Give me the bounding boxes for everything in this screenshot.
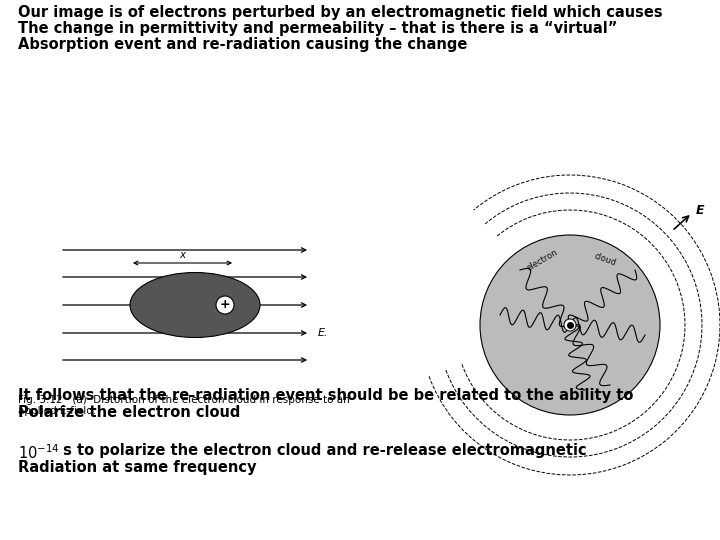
Text: +: + bbox=[220, 299, 230, 312]
Circle shape bbox=[564, 319, 576, 331]
Text: cloud: cloud bbox=[593, 252, 617, 268]
Text: It follows that the re-radiation event should be be related to the ability to: It follows that the re-radiation event s… bbox=[18, 388, 634, 403]
Ellipse shape bbox=[130, 273, 260, 338]
Text: E: E bbox=[696, 205, 704, 218]
Text: Our image is of electrons perturbed by an electromagnetic field which causes: Our image is of electrons perturbed by a… bbox=[18, 5, 662, 20]
Text: electron: electron bbox=[525, 247, 559, 273]
Text: s to polarize the electron cloud and re-release electromagnetic: s to polarize the electron cloud and re-… bbox=[58, 443, 587, 458]
Text: $10^{-14}$: $10^{-14}$ bbox=[18, 443, 60, 462]
Circle shape bbox=[480, 235, 660, 415]
Text: Fig. 3.12   (a)  Distortion of the electron cloud in response to an: Fig. 3.12 (a) Distortion of the electron… bbox=[18, 395, 350, 405]
Text: The change in permittivity and permeability – that is there is a “virtual”: The change in permittivity and permeabil… bbox=[18, 21, 617, 36]
Text: Absorption event and re-radiation causing the change: Absorption event and re-radiation causin… bbox=[18, 37, 467, 52]
Text: E.: E. bbox=[318, 328, 328, 338]
Circle shape bbox=[216, 296, 234, 314]
Text: +: + bbox=[567, 321, 573, 329]
Text: Polarize the electron cloud: Polarize the electron cloud bbox=[18, 405, 240, 420]
Text: x: x bbox=[179, 250, 186, 260]
Text: Radiation at same frequency: Radiation at same frequency bbox=[18, 460, 256, 475]
Text: applied E-field.: applied E-field. bbox=[18, 406, 96, 416]
